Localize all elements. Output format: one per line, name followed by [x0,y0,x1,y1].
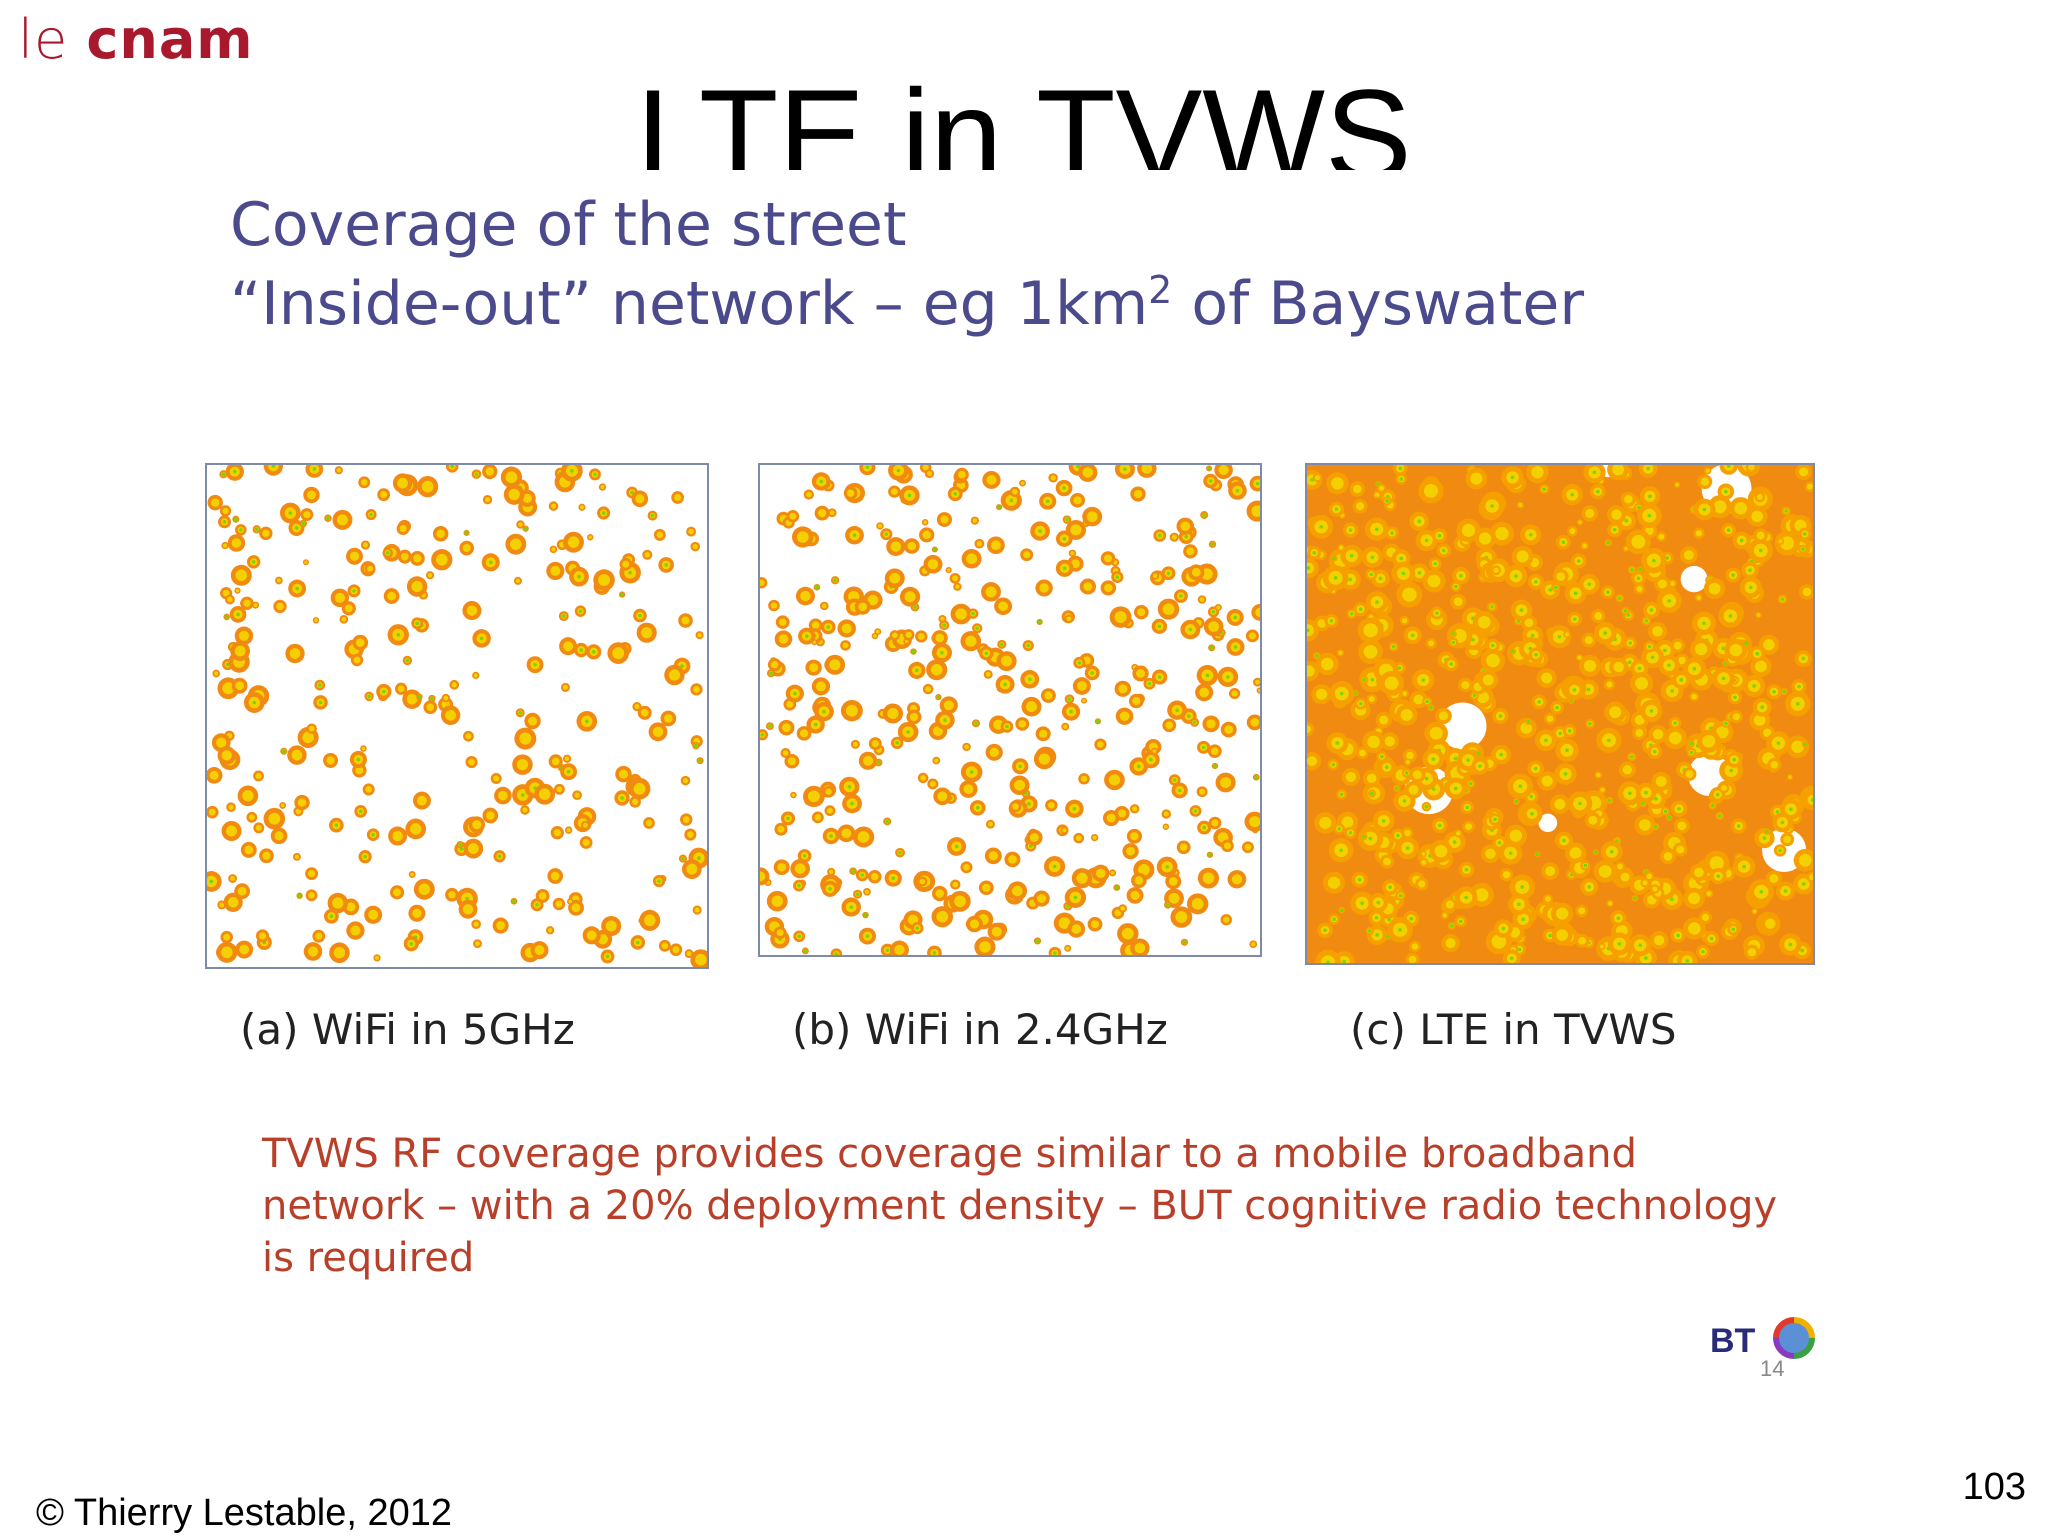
subtitle-line-2: “Inside-out” network – eg 1km2 of Bayswa… [230,268,1584,339]
bt-logo-text: BT [1710,1322,1756,1360]
coverage-map-svg [207,465,707,967]
bt-slide-number: 14 [1760,1356,1785,1381]
coverage-map-wifi-24ghz [758,463,1262,957]
coverage-map-svg [760,465,1260,955]
subtitle-line-1: Coverage of the street [230,190,907,260]
bt-globe-icon [1773,1317,1815,1359]
caption-a: (a) WiFi in 5GHz [240,1005,575,1054]
page-number: 103 [1962,1466,2026,1508]
cnam-logo: le cnam [18,8,254,71]
caption-c: (c) LTE in TVWS [1350,1005,1677,1054]
coverage-map-wifi-5ghz [205,463,709,969]
coverage-note: TVWS RF coverage provides coverage simil… [262,1131,1778,1281]
coverage-map-lte-tvws [1305,463,1815,965]
caption-b: (b) WiFi in 2.4GHz [792,1005,1168,1054]
copyright: © Thierry Lestable, 2012 [36,1492,452,1534]
bt-logo: BT 14 [1710,1310,1840,1381]
coverage-map-svg [1307,465,1813,963]
